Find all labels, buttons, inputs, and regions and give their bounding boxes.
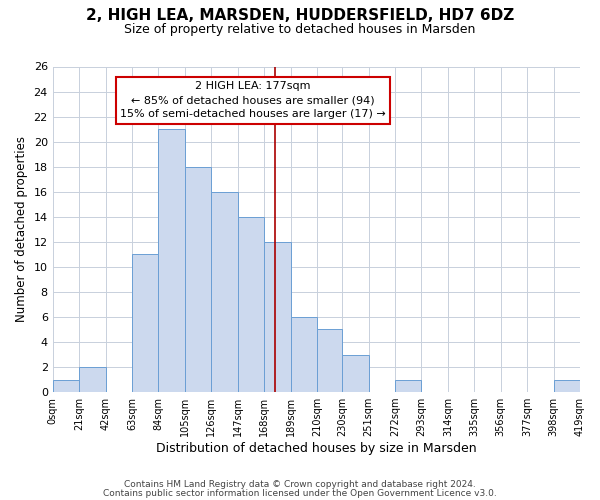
Text: 2, HIGH LEA, MARSDEN, HUDDERSFIELD, HD7 6DZ: 2, HIGH LEA, MARSDEN, HUDDERSFIELD, HD7 … [86,8,514,22]
Text: Size of property relative to detached houses in Marsden: Size of property relative to detached ho… [124,22,476,36]
Text: 2 HIGH LEA: 177sqm
← 85% of detached houses are smaller (94)
15% of semi-detache: 2 HIGH LEA: 177sqm ← 85% of detached hou… [120,81,386,119]
Bar [264,242,290,392]
Y-axis label: Number of detached properties: Number of detached properties [15,136,28,322]
Bar [132,254,158,392]
Bar [185,166,211,392]
Bar [554,380,580,392]
Bar [395,380,421,392]
Text: Contains public sector information licensed under the Open Government Licence v3: Contains public sector information licen… [103,488,497,498]
Bar [317,330,342,392]
Bar [238,217,264,392]
Text: Contains HM Land Registry data © Crown copyright and database right 2024.: Contains HM Land Registry data © Crown c… [124,480,476,489]
Bar [158,129,185,392]
Bar [290,317,317,392]
Bar [53,380,79,392]
Bar [211,192,238,392]
Bar [79,367,106,392]
X-axis label: Distribution of detached houses by size in Marsden: Distribution of detached houses by size … [156,442,476,455]
Bar [342,354,368,392]
